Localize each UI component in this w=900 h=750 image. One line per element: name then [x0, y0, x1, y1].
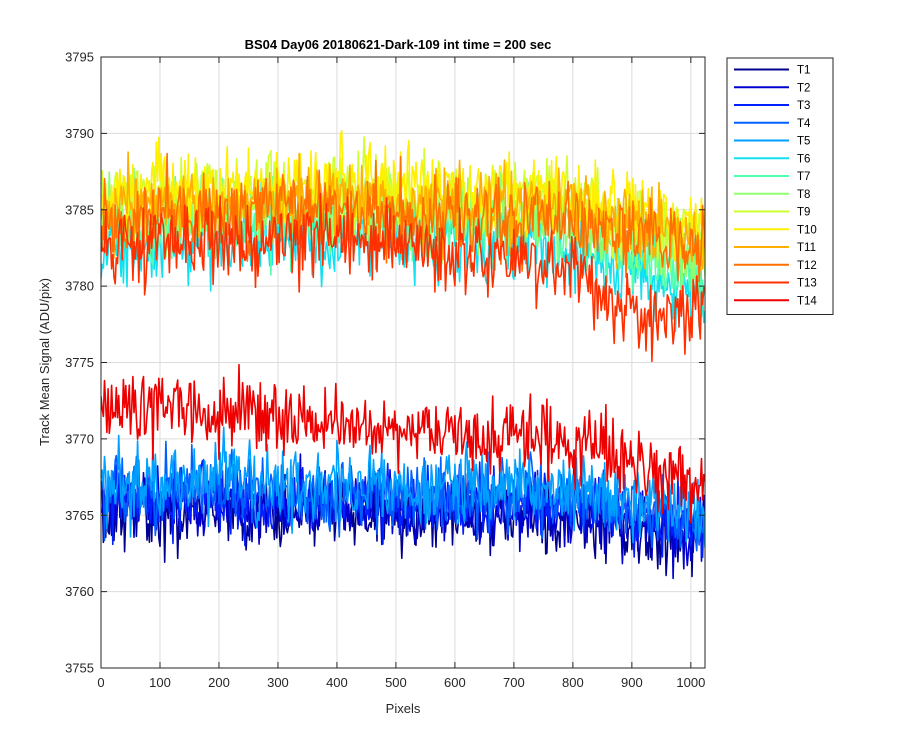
- legend-box: [726, 57, 834, 315]
- series-line-t11: [101, 151, 705, 271]
- x-tick-label: 800: [562, 675, 584, 690]
- y-tick-label: 3760: [65, 584, 94, 599]
- x-axis-label: Pixels: [386, 701, 421, 716]
- y-tick-label: 3795: [65, 50, 94, 65]
- x-tick-label: 200: [208, 675, 230, 690]
- y-tick-label: 3775: [65, 355, 94, 370]
- y-tick-label: 3755: [65, 661, 94, 676]
- x-tick-label: 900: [621, 675, 643, 690]
- legend-label-t4: T4: [797, 118, 811, 130]
- legend-label-t5: T5: [797, 136, 810, 148]
- y-tick-label: 3790: [65, 126, 94, 141]
- x-tick-label: 400: [326, 675, 348, 690]
- x-tick-label: 700: [503, 675, 525, 690]
- legend: T1 T2 T3 T4 T5 T6 T7 T8 T9 T10 T11 T12 T13 T14: [726, 57, 834, 315]
- y-axis-label: Track Mean Signal (ADU/pix): [37, 278, 52, 446]
- series-line-t12: [101, 152, 705, 283]
- y-tick-label: 3785: [65, 202, 94, 217]
- legend-label-t9: T9: [797, 207, 810, 219]
- series-line-t14: [101, 363, 705, 524]
- x-tick-label: 0: [97, 675, 104, 690]
- legend-label-t3: T3: [797, 100, 810, 112]
- chart-title: BS04 Day06 20180621-Dark-109 int time = …: [245, 37, 552, 52]
- x-tick-label: 100: [149, 675, 171, 690]
- legend-label-t12: T12: [797, 260, 817, 272]
- x-tick-label: 500: [385, 675, 407, 690]
- y-tick-label: 3770: [65, 431, 94, 446]
- legend-label-t1: T1: [797, 65, 810, 77]
- axis-ticks: 0 100 200 300 400 500 600 700 800 900 1000 3755 3760…: [65, 50, 705, 691]
- y-tick-label: 3765: [65, 508, 94, 523]
- legend-label-t6: T6: [797, 153, 810, 165]
- x-tick-label: 300: [267, 675, 289, 690]
- legend-label-t2: T2: [797, 82, 810, 94]
- legend-label-t8: T8: [797, 189, 810, 201]
- series-line-t5: [101, 426, 705, 548]
- series-line-t13: [101, 192, 705, 363]
- series-lines: [101, 130, 705, 580]
- x-tick-label: 1000: [676, 675, 705, 690]
- legend-label-t14: T14: [797, 295, 817, 307]
- legend-label-t13: T13: [797, 278, 817, 290]
- x-tick-label: 600: [444, 675, 466, 690]
- legend-label-t7: T7: [797, 171, 810, 183]
- y-tick-label: 3780: [65, 279, 94, 294]
- legend-label-t11: T11: [797, 242, 816, 254]
- legend-label-t10: T10: [797, 224, 817, 236]
